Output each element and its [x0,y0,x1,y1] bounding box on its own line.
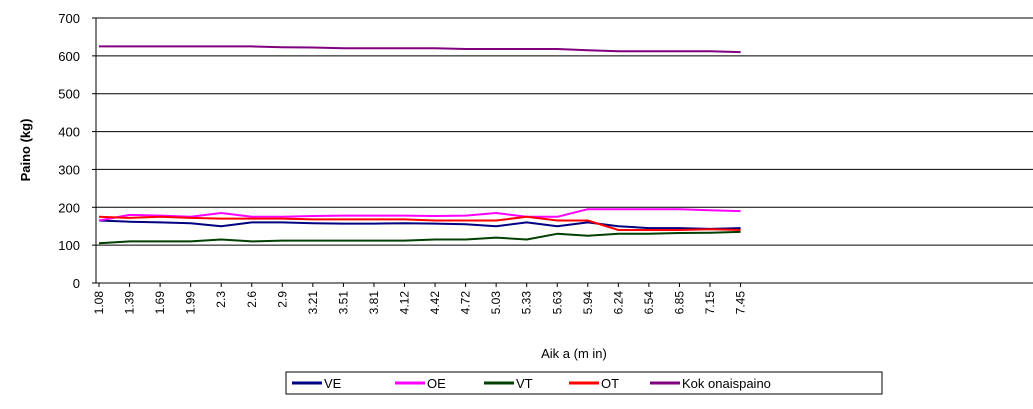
legend: VE OE VT OT Kok onaispaino [285,371,883,395]
x-tick-label: 2.9 [275,291,289,308]
legend-label: Kok onaispaino [682,376,771,391]
plot-area [96,18,1033,283]
x-axis-title: Aik a (m in) [541,346,607,361]
y-axis-title: Paino (kg) [18,119,33,182]
legend-label: OE [427,376,446,391]
legend-label: OT [601,376,619,391]
x-tick-label: 3.51 [336,291,350,315]
series-line-ot [98,215,741,231]
y-tick-label: 500 [58,87,80,102]
x-tick-label: 7.15 [703,291,717,315]
y-tick-label: 700 [58,11,80,26]
x-tick-label: 5.33 [520,291,534,315]
series-line-kok-onaispaino [99,45,741,54]
x-tick-label: 7.45 [734,291,748,315]
y-tick-label: 0 [73,276,80,291]
x-tick-labels: 1.08 1.39 1.69 1.99 2.3 2.6 2.9 3.21 3.51 3.81 4.1… [92,291,748,315]
x-tick-label: 1.69 [153,291,167,315]
x-tick-label: 1.08 [92,291,106,315]
x-tick-label: 2.3 [214,291,228,308]
grid-lines [92,17,1033,284]
x-tick-label: 5.03 [489,291,503,315]
x-tick-label: 6.85 [672,291,686,315]
series-line-oe [98,208,741,222]
y-tick-labels: 0 100 200 300 400 500 600 700 [58,11,80,291]
x-tick-label: 5.94 [581,291,595,315]
series-line-vt [98,230,741,245]
series-line-ve [98,219,741,230]
legend-label: VT [516,376,533,391]
x-tick-label: 3.21 [306,291,320,315]
series-lines [98,45,741,245]
y-tick-label: 200 [58,200,80,215]
x-tick-label: 4.12 [398,291,412,315]
x-tick-label: 4.72 [459,291,473,315]
x-tick-label: 3.81 [367,291,381,315]
y-tick-label: 100 [58,238,80,253]
y-tick-label: 400 [58,125,80,140]
x-tick-label: 2.6 [245,291,259,308]
x-tick-label: 1.99 [184,291,198,315]
y-tick-label: 600 [58,49,80,64]
x-tick-label: 5.63 [550,291,564,315]
x-tick-label: 4.42 [428,291,442,315]
axes [95,18,1033,287]
x-tick-label: 6.24 [611,291,625,315]
x-tick-label: 1.39 [123,291,137,315]
legend-label: VE [324,376,342,391]
x-tick-label: 6.54 [642,291,656,315]
y-tick-label: 300 [58,162,80,177]
